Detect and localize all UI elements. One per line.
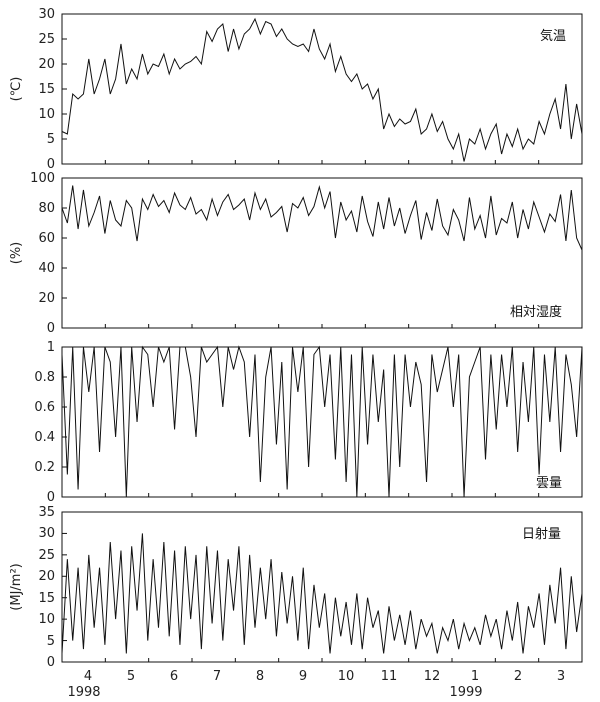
temperature-series-line [61, 17, 583, 162]
y-tick-label: 15 [38, 591, 55, 606]
y-tick-label: 5 [47, 634, 55, 649]
y-tick-label: 10 [38, 107, 55, 122]
humidity-series-line [61, 185, 583, 251]
cloud-series-line [61, 345, 583, 498]
radiation-panel-title: 日射量 [522, 526, 561, 542]
cloud-panel-title: 雲量 [536, 476, 562, 491]
y-tick-label: 0 [47, 655, 55, 670]
y-tick-label: 15 [38, 82, 55, 97]
y-tick-label: 10 [38, 612, 55, 627]
x-tick-label: 3 [557, 669, 565, 684]
humidity-ylabel: (%) [9, 242, 24, 265]
y-tick-label: 0 [47, 157, 55, 172]
y-tick-label: 0.4 [34, 430, 55, 445]
x-tick-label: 12 [424, 669, 441, 684]
y-tick-label: 40 [38, 261, 55, 276]
humidity-panel: (%) 相対湿度 0 20 40 60 80 100 [9, 171, 583, 336]
x-tick-label: 4 [84, 669, 92, 684]
humidity-plot-frame [61, 177, 583, 329]
radiation-plot-frame [61, 511, 583, 663]
x-tick-label: 1 [471, 669, 479, 684]
y-tick-label: 60 [38, 231, 55, 246]
x-tick-label: 6 [170, 669, 178, 684]
y-tick-label: 20 [38, 291, 55, 306]
x-tick-label: 2 [514, 669, 522, 684]
x-tick-label: 5 [127, 669, 135, 684]
y-tick-label: 25 [38, 32, 55, 47]
x-tick-label: 11 [381, 669, 398, 684]
x-tick-label: 9 [299, 669, 307, 684]
temperature-ylabel: (℃) [9, 77, 24, 102]
radiation-series-line [61, 533, 583, 654]
y-tick-label: 80 [38, 201, 55, 216]
cloud-y-axis: 0 0.2 0.4 0.6 0.8 1 [34, 340, 55, 505]
y-tick-label: 30 [38, 526, 55, 541]
cloud-plot-frame [61, 346, 583, 498]
temperature-panel: (℃) 気温 0 5 10 15 20 25 30 [9, 7, 583, 172]
x-tick-label: 7 [213, 669, 221, 684]
month-x-axis: 4 5 6 7 8 9 10 11 12 1 2 3 1998 1999 [67, 669, 565, 700]
x-tick-label: 10 [338, 669, 355, 684]
temperature-plot-frame [61, 13, 583, 165]
humidity-y-axis: 0 20 40 60 80 100 [30, 171, 55, 336]
y-tick-label: 35 [38, 505, 55, 520]
temperature-y-axis: 0 5 10 15 20 25 30 [38, 7, 55, 172]
x-tick-label: 8 [256, 669, 264, 684]
y-tick-label: 0.6 [34, 400, 55, 415]
year-label: 1999 [449, 685, 482, 700]
y-tick-label: 1 [47, 340, 55, 355]
y-tick-label: 0 [47, 490, 55, 505]
y-tick-label: 5 [47, 132, 55, 147]
y-tick-label: 100 [30, 171, 55, 186]
y-tick-label: 20 [38, 57, 55, 72]
radiation-y-axis: 0 5 10 15 20 25 30 35 [38, 505, 55, 670]
y-tick-label: 0.2 [34, 460, 55, 475]
year-label: 1998 [67, 685, 100, 700]
y-tick-label: 0.8 [34, 370, 55, 385]
radiation-ylabel: (MJ/m²) [9, 563, 24, 610]
y-tick-label: 20 [38, 569, 55, 584]
humidity-panel-title: 相対湿度 [510, 304, 562, 320]
temperature-panel-title: 気温 [540, 28, 566, 44]
y-tick-label: 30 [38, 7, 55, 22]
radiation-panel: (MJ/m²) 日射量 0 5 10 15 20 25 30 35 [9, 505, 583, 670]
y-tick-label: 25 [38, 548, 55, 563]
y-tick-label: 0 [47, 321, 55, 336]
cloud-panel: 雲量 0 0.2 0.4 0.6 0.8 1 [34, 340, 583, 505]
